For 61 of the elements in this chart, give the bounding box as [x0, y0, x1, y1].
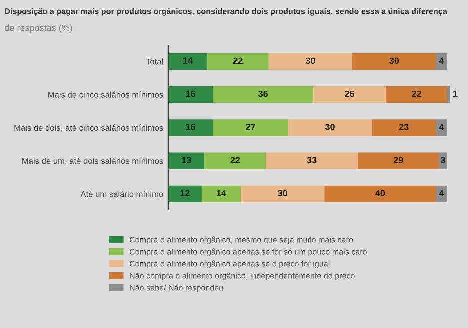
- bar: [213, 120, 288, 136]
- data-label: 26: [345, 90, 354, 98]
- bar: [213, 86, 314, 104]
- data-label: 4: [439, 124, 444, 130]
- bar: [386, 86, 448, 104]
- legend-label: Não sabe/ Não respondeu: [130, 284, 224, 292]
- bar: [314, 86, 386, 104]
- legend-label: Compra o alimento orgânico apenas se o preço for igual: [130, 260, 330, 268]
- bar: [208, 53, 269, 70]
- legend-label: Compra o alimento orgânico apenas se for só um pouco mais caro: [130, 248, 367, 256]
- y-tick-label: Até um salário mínimo: [80, 191, 164, 198]
- bar: [204, 152, 266, 170]
- data-label: 22: [230, 157, 240, 164]
- data-label: 12: [180, 190, 190, 197]
- y-tick-label: Mais de dois, até cinco salários mínimos: [14, 124, 164, 132]
- data-label: 40: [376, 190, 386, 197]
- data-label: 3: [440, 157, 446, 164]
- data-label: 22: [234, 58, 243, 64]
- data-label: 22: [412, 90, 422, 98]
- data-label: 27: [246, 124, 256, 130]
- data-label: 29: [394, 157, 404, 164]
- data-label: 33: [307, 157, 317, 164]
- bar: [168, 53, 208, 70]
- data-label: 1: [454, 90, 458, 98]
- data-label: 4: [439, 190, 444, 197]
- data-label: 30: [325, 124, 335, 130]
- bar: [241, 186, 325, 202]
- legend-label: Não compra o alimento orgânico, independentemente do preço: [130, 272, 355, 280]
- bar: [168, 152, 205, 170]
- legend-label: Compra o alimento orgânico, mesmo que seja muito mais caro: [130, 236, 354, 244]
- bar: [288, 120, 372, 136]
- bar: [268, 53, 353, 70]
- bar: [436, 186, 448, 202]
- y-tick-label: Mais de cinco salários mínimos: [48, 92, 164, 98]
- bar: [436, 53, 448, 70]
- bar: [358, 152, 440, 170]
- y-tick-label: Total: [146, 58, 164, 65]
- y-tick-label: Mais de um, até dois salários mínimos: [22, 158, 164, 166]
- data-label: 36: [258, 90, 268, 98]
- data-label: 14: [217, 190, 226, 197]
- bar: [352, 53, 436, 70]
- bar: [436, 120, 448, 136]
- bar: [324, 186, 436, 202]
- bar: [168, 120, 214, 136]
- bar: [266, 152, 358, 170]
- data-label: 4: [439, 58, 444, 64]
- bar: [202, 186, 241, 202]
- bar: [168, 86, 214, 104]
- bar: [372, 120, 436, 136]
- data-label: 16: [186, 124, 196, 130]
- data-label: 30: [390, 58, 400, 64]
- bar: [439, 152, 448, 170]
- data-label: 16: [186, 90, 196, 98]
- data-label: 30: [278, 190, 288, 197]
- data-label: 23: [399, 124, 409, 130]
- data-label: 30: [306, 58, 316, 64]
- data-label: 13: [182, 157, 192, 164]
- bar: [168, 186, 202, 202]
- data-label: 14: [184, 58, 193, 64]
- text: de respostas (%): [5, 24, 72, 34]
- chart-title: Disposição a pagar mais por produtos orgânicos, considerando dois produtos iguais, sendo essa a única diferença: [5, 8, 448, 16]
